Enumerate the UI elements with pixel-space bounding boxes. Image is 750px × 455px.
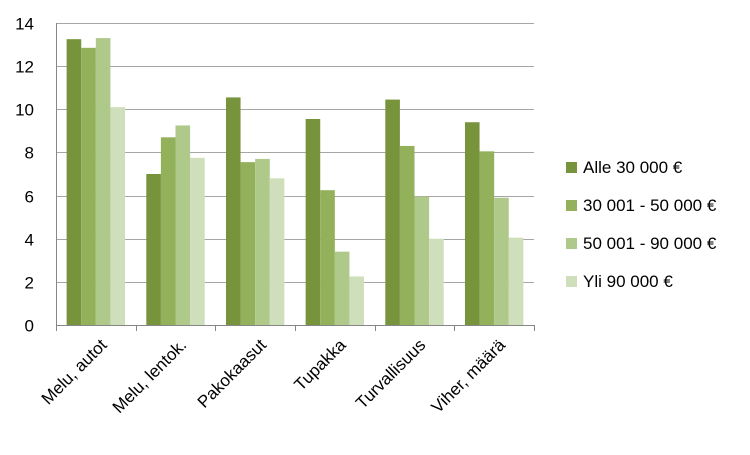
y-tick-label: 10 xyxy=(15,101,34,120)
legend-swatch xyxy=(566,238,577,249)
y-tick-label: 0 xyxy=(25,317,34,336)
bar xyxy=(385,99,400,325)
gridlines xyxy=(56,23,534,283)
axes xyxy=(56,23,535,331)
bar xyxy=(146,174,161,325)
bar xyxy=(464,122,480,325)
legend-label: Yli 90 000 € xyxy=(583,272,673,291)
legend-swatch xyxy=(566,162,577,173)
bar xyxy=(66,39,82,326)
bar xyxy=(240,162,256,325)
bar xyxy=(508,237,524,325)
bar xyxy=(494,197,509,325)
bar xyxy=(110,107,126,325)
legend: Alle 30 000 € 30 001 - 50 000 € 50 001 - 9… xyxy=(566,158,717,291)
bar xyxy=(305,118,321,326)
bar xyxy=(269,178,285,325)
legend-label: 30 001 - 50 000 € xyxy=(583,196,717,215)
bar xyxy=(479,151,495,325)
x-category-label: Pakokaasut xyxy=(194,335,270,411)
y-tick-label: 8 xyxy=(25,144,34,163)
bar xyxy=(334,251,350,325)
y-tick-label: 14 xyxy=(15,15,34,34)
x-category-label: Turvallisuus xyxy=(352,335,429,412)
x-category-label: Melu, autot xyxy=(38,335,111,408)
x-category-label: Tupakka xyxy=(291,335,350,394)
legend-swatch xyxy=(566,276,577,287)
y-tick-label: 4 xyxy=(25,231,34,250)
bar xyxy=(320,190,335,325)
bar xyxy=(190,157,205,325)
bar xyxy=(414,196,430,325)
bar xyxy=(399,145,415,325)
legend-label: Alle 30 000 € xyxy=(583,158,683,177)
bar xyxy=(175,125,191,326)
legend-label: 50 001 - 90 000 € xyxy=(583,234,717,253)
bar xyxy=(81,47,96,326)
bar xyxy=(349,276,365,325)
bar xyxy=(95,38,111,325)
y-tick-label: 6 xyxy=(25,188,34,207)
y-tick-label: 2 xyxy=(25,274,34,293)
y-tick-label: 12 xyxy=(15,58,34,77)
x-category-label: Melu, lentok. xyxy=(109,335,191,417)
x-category-label: Viher, määrä xyxy=(428,335,510,417)
bar xyxy=(255,158,270,325)
bar xyxy=(429,238,444,325)
bars xyxy=(66,38,524,326)
bar xyxy=(160,137,176,325)
legend-swatch xyxy=(566,200,577,211)
bar xyxy=(225,97,241,325)
